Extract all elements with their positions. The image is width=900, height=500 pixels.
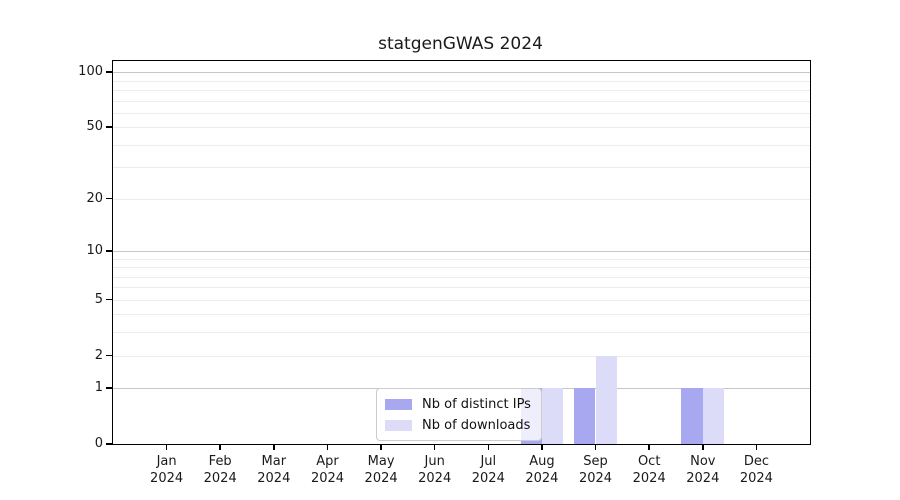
x-axis-tick-label: Jul 2024: [448, 453, 528, 487]
x-tick-year: 2024: [418, 471, 452, 486]
gridline-minor: [113, 299, 810, 301]
x-tick-year: 2024: [686, 471, 720, 486]
y-axis-tick: [106, 71, 113, 73]
gridline-minor: [113, 267, 810, 268]
x-tick-year: 2024: [525, 471, 559, 486]
legend-swatch-downloads: [385, 419, 412, 431]
x-axis-tick: [219, 444, 221, 450]
gridline-minor: [113, 258, 810, 260]
bar-downloads: [595, 355, 617, 444]
y-axis-tick-label: 100: [78, 64, 103, 80]
x-axis-tick: [487, 444, 490, 450]
legend-item-distinct-ips: Nb of distinct IPs: [385, 395, 531, 413]
y-axis-tick-label: 5: [94, 291, 103, 307]
x-axis-tick: [594, 444, 597, 450]
x-tick-year: 2024: [257, 471, 291, 486]
x-axis-tick: [755, 444, 758, 450]
x-tick-year: 2024: [364, 471, 398, 486]
gridline-major: [113, 72, 810, 74]
x-tick-month: Jul: [480, 454, 497, 469]
gridline-minor: [113, 89, 810, 91]
x-axis-tick-label: May 2024: [341, 453, 421, 487]
x-tick-month: Dec: [743, 454, 769, 469]
legend-item-downloads: Nb of downloads: [385, 416, 531, 434]
legend-label-downloads: Nb of downloads: [422, 417, 531, 433]
legend: Nb of distinct IPs Nb of downloads: [376, 388, 542, 441]
gridline-minor: [113, 198, 810, 200]
x-axis-tick-label: Jun 2024: [395, 453, 475, 487]
gridline-minor: [113, 287, 810, 289]
x-tick-year: 2024: [310, 471, 345, 486]
x-axis-tick-label: Oct 2024: [609, 453, 689, 487]
y-axis-tick-label: 10: [86, 242, 103, 258]
y-axis-tick: [106, 387, 113, 389]
x-tick-month: Sep: [583, 454, 608, 469]
x-tick-month: Aug: [529, 454, 555, 469]
gridline-minor: [113, 144, 810, 146]
x-tick-month: Jan: [156, 454, 177, 469]
gridline-minor: [113, 276, 810, 278]
y-axis-tick-label: 20: [86, 190, 103, 206]
bar-downloads: [541, 388, 564, 444]
gridline-major: [113, 250, 810, 252]
gridline-minor: [113, 80, 810, 82]
chart-title: statgenGWAS 2024: [378, 34, 543, 54]
gridline-minor: [113, 100, 810, 102]
y-axis-tick-label: 2: [94, 347, 103, 363]
x-axis-tick: [165, 444, 168, 450]
x-axis-tick-label: Feb 2024: [180, 453, 260, 487]
x-axis-tick-label: Aug 2024: [502, 453, 582, 487]
legend-label-distinct-ips: Nb of distinct IPs: [422, 396, 531, 412]
legend-swatch-distinct-ips: [385, 398, 412, 410]
y-axis-tick: [106, 250, 113, 252]
x-tick-year: 2024: [739, 471, 773, 486]
y-axis-tick: [106, 443, 113, 445]
x-axis-tick-label: Sep 2024: [556, 453, 636, 487]
plot-area: Nb of distinct IPs Nb of downloads 0 1 2 5 1…: [78, 60, 811, 486]
x-axis-tick: [273, 444, 275, 450]
x-axis-tick-label: Nov 2024: [663, 453, 743, 487]
x-axis-tick: [648, 444, 650, 450]
x-tick-year: 2024: [471, 471, 505, 486]
x-tick-month: Nov: [690, 454, 716, 469]
y-axis-tick: [106, 354, 113, 357]
y-axis-tick: [106, 197, 113, 200]
y-axis-tick-label: 0: [94, 436, 103, 451]
x-tick-year: 2024: [203, 471, 237, 486]
x-axis-tick-label: Dec 2024: [716, 453, 796, 487]
x-tick-year: 2024: [632, 471, 666, 486]
y-axis-tick-label: 50: [86, 119, 103, 135]
gridline-minor: [113, 127, 810, 129]
gridline-minor: [113, 332, 810, 334]
x-axis-tick: [702, 444, 704, 450]
gridline-minor: [113, 314, 810, 316]
gridline-minor: [113, 355, 810, 357]
gridline-minor: [113, 112, 810, 114]
x-tick-month: Oct: [637, 454, 661, 469]
plot-area-inner: Nb of distinct IPs Nb of downloads 0 1 2 5 1…: [78, 61, 810, 486]
x-axis-tick: [433, 444, 436, 450]
y-axis-tick-label: 1: [94, 380, 103, 396]
x-tick-month: Feb: [208, 454, 232, 469]
y-axis-tick: [106, 126, 113, 128]
bar-distinct-ips: [574, 388, 596, 444]
gridline-minor: [113, 167, 810, 169]
x-axis-tick: [326, 444, 329, 450]
y-axis-tick: [106, 298, 113, 301]
x-tick-year: 2024: [578, 471, 613, 486]
x-axis-tick-label: Mar 2024: [234, 453, 314, 487]
bar-downloads: [702, 388, 725, 444]
x-tick-month: Apr: [316, 454, 339, 469]
bar-distinct-ips: [681, 388, 703, 444]
x-tick-year: 2024: [150, 471, 184, 486]
x-tick-month: Mar: [261, 454, 287, 469]
x-axis-tick: [541, 444, 543, 450]
x-axis-tick-label: Jan 2024: [127, 453, 207, 487]
x-axis-tick-label: Apr 2024: [288, 453, 368, 487]
x-axis-tick: [380, 444, 382, 450]
x-tick-month: May: [367, 454, 395, 469]
x-tick-month: Jun: [424, 454, 445, 469]
